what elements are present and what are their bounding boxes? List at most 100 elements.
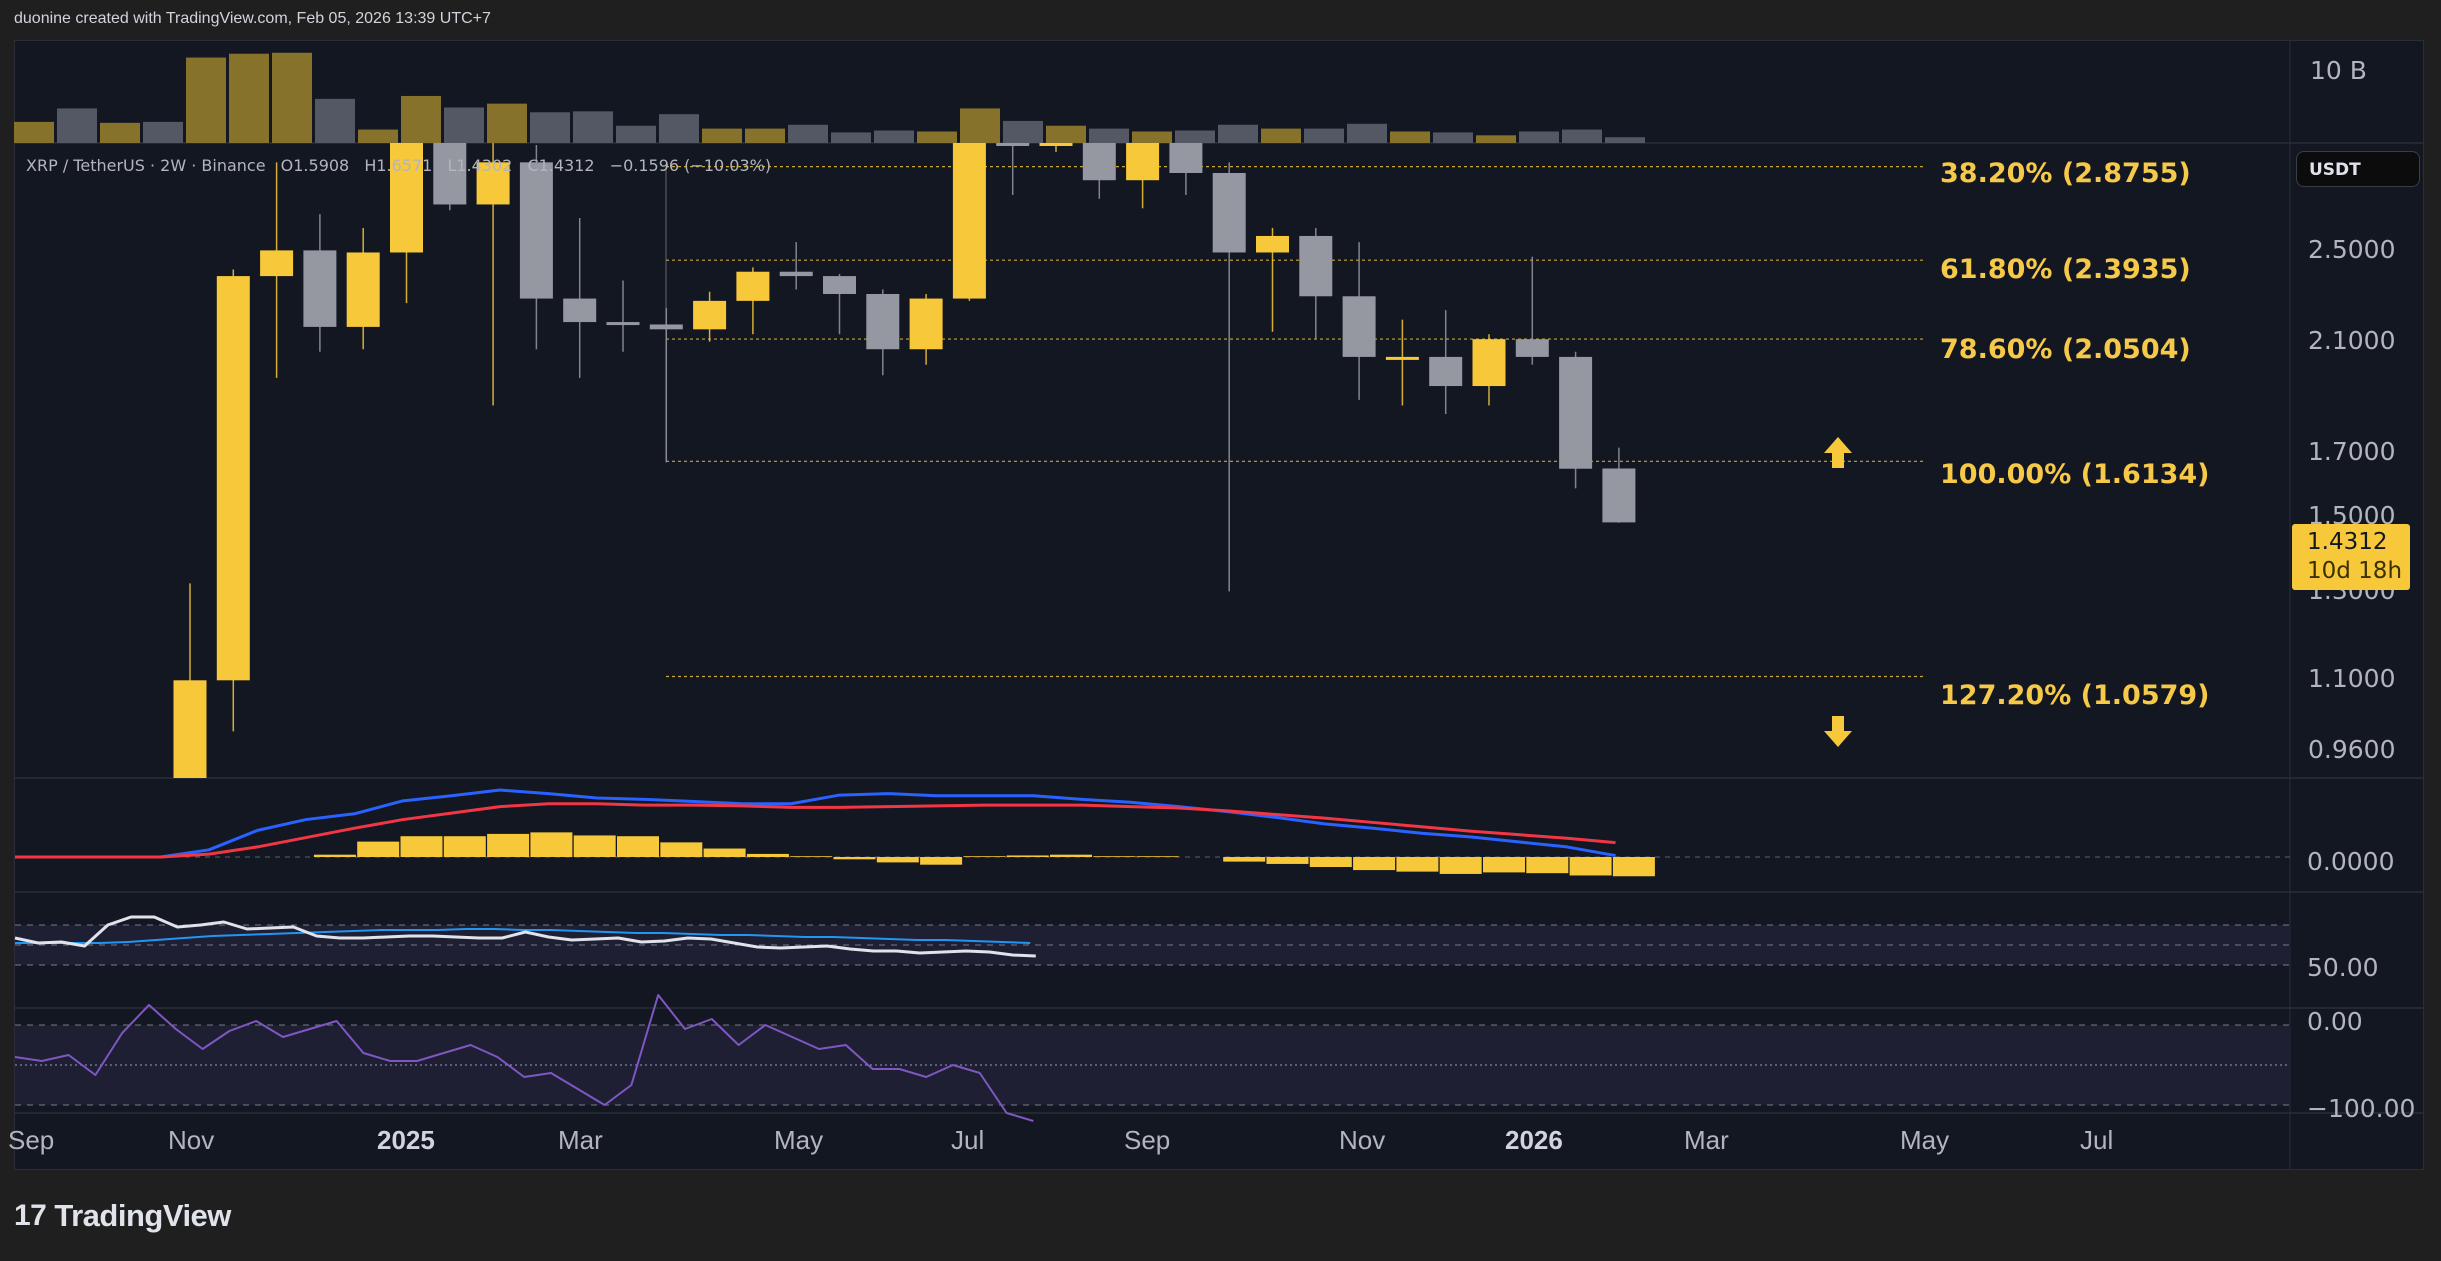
time-axis-label: Sep [8,1125,55,1155]
macd-histogram-bar [1309,857,1352,868]
volume-bar [1304,128,1344,143]
candle-body [1429,356,1463,387]
volume-bar [1132,131,1172,143]
currency-button[interactable]: USDT [2296,151,2420,187]
macd-histogram-bar [790,856,833,857]
cci-axis-label: −100.00 [2307,1094,2416,1123]
time-axis-label: 2026 [1505,1125,1563,1155]
volume-bar [14,121,54,143]
macd-histogram-bar [1526,857,1569,874]
candle-body [909,298,943,350]
fib-label-61[interactable]: 61.80% (2.3935) [1940,254,2191,285]
rsi-axis-label: 50.00 [2307,953,2379,982]
macd-histogram-bar [1136,856,1179,857]
volume-bar [1347,123,1387,143]
last-price-value: 1.4312 [2307,529,2388,555]
candle-body [563,298,597,323]
symbol-name[interactable]: XRP / TetherUS · 2W · Binance [26,156,266,175]
rsi-ma-line [15,928,1031,944]
volume-bar [788,124,828,143]
volume-bar [444,107,484,143]
macd-histogram-bar [443,836,486,857]
price-axis-label: 1.7000 [2308,437,2396,466]
cci-line [14,994,1034,1122]
candle-body [866,293,900,350]
candle-body [1559,356,1593,469]
fib-label-38[interactable]: 38.20% (2.8755) [1940,158,2191,189]
candle-body [476,162,510,205]
macd-histogram-bar [400,836,443,857]
candle-body [779,271,813,277]
tradingview-brand[interactable]: 17 TradingView [14,1198,231,1234]
volume-bar [315,98,355,143]
candle-body [606,322,640,326]
macd-histogram-bar [1050,854,1092,857]
price-axis-label: 0.9600 [2308,735,2396,764]
volume-bar [100,122,140,143]
rsi-line [14,915,1036,958]
candle-body [1602,468,1636,523]
candle-body [1256,235,1289,253]
macd-histogram-bar [313,854,356,857]
ohlc-high: H1.6571 [364,156,433,175]
candle-body [823,276,856,294]
macd-histogram-bar [876,857,919,863]
brand-name: TradingView [54,1198,231,1233]
volume-bar [57,108,97,143]
last-price-tag: 1.4312 10d 18h [2292,524,2410,590]
volume-bar [143,121,183,143]
candle-body [1299,235,1333,297]
fib-label-78[interactable]: 78.60% (2.0504) [1940,334,2191,365]
fib-label-127[interactable]: 127.20% (1.0579) [1940,680,2210,711]
candle-body [346,252,380,327]
candle-body [1169,143,1203,173]
volume-bar [616,125,656,143]
candle-body [1515,339,1549,357]
time-axis-label: Jul [951,1125,985,1155]
time-axis-label: Jul [2080,1125,2114,1155]
candle-body [390,143,423,253]
volume-bar [874,130,914,143]
macd-histogram-bar [487,833,530,857]
macd-histogram-bar [357,841,400,857]
candle-body [1212,172,1246,253]
candle-body [1082,143,1116,181]
time-axis-label: Nov [1339,1125,1386,1155]
ohlc-change: −0.1596 (−10.03%) [609,156,772,175]
time-axis-label: Mar [1684,1125,1729,1155]
tradingview-logo-icon: 17 [14,1199,47,1232]
candle-body [519,162,553,299]
volume-bar [1261,128,1301,143]
candle-body [1126,143,1160,181]
candle-body [736,271,770,301]
volume-bar [573,111,613,143]
rsi-band-fill [15,925,2290,965]
macd-histogram-bar [1093,856,1136,857]
volume-bar [960,108,1000,143]
volume-bar [229,53,269,143]
macd-histogram-bar [833,857,876,860]
candle-body [1039,143,1073,146]
macd-histogram-bar [920,857,963,865]
ohlc-close: C1.4312 [527,156,595,175]
price-axis-label: 1.1000 [2308,664,2396,693]
macd-histogram-bar [1353,857,1396,871]
time-axis-label: May [1900,1125,1950,1155]
volume-bar [1562,129,1602,143]
volume-bar [1046,125,1086,143]
volume-bar [1433,132,1473,143]
volume-bar [917,131,957,143]
macd-histogram-bar [1266,857,1309,864]
ohlc-low: L1.4302 [447,156,513,175]
candle-body [173,680,207,778]
bar-countdown: 10d 18h [2307,558,2403,584]
macd-histogram-bar [703,848,746,857]
macd-histogram-bar [963,856,1006,857]
time-axis-label: Mar [558,1125,603,1155]
fib-label-100[interactable]: 100.00% (1.6134) [1940,459,2210,490]
volume-bar [659,114,699,143]
time-axis-label: 2025 [377,1125,435,1155]
macd-histogram-bar [1612,857,1655,877]
price-axis-label: 2.1000 [2308,326,2396,355]
